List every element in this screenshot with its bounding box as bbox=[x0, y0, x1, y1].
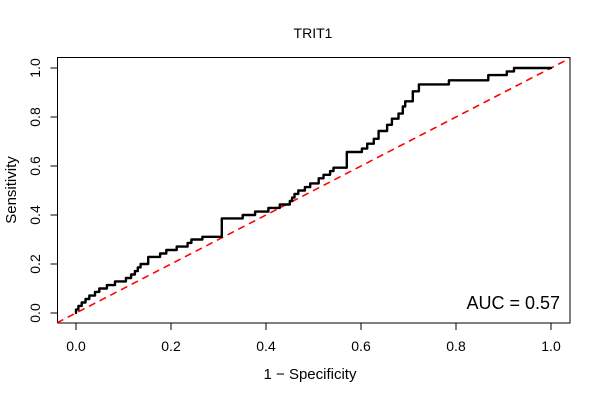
x-axis-label: 1 − Specificity bbox=[264, 366, 357, 383]
auc-annotation: AUC = 0.57 bbox=[466, 293, 560, 313]
x-tick-label: 0.2 bbox=[161, 338, 181, 354]
x-axis-ticks: 0.0 0.2 0.4 0.6 0.8 1.0 bbox=[66, 323, 561, 354]
x-tick-label: 0.8 bbox=[446, 338, 466, 354]
y-tick-label: 0.4 bbox=[27, 205, 43, 225]
x-tick-label: 0.6 bbox=[351, 338, 371, 354]
chance-diagonal-line bbox=[56, 57, 571, 324]
chart-title: TRIT1 bbox=[294, 25, 333, 41]
x-tick-label: 0.4 bbox=[256, 338, 276, 354]
y-axis-label: Sensitivity bbox=[3, 156, 20, 224]
x-tick-label: 0.0 bbox=[66, 338, 86, 354]
roc-curve bbox=[74, 66, 553, 315]
y-tick-label: 0.0 bbox=[27, 303, 43, 323]
plot-box bbox=[57, 57, 571, 324]
y-tick-label: 1.0 bbox=[27, 58, 43, 78]
x-tick-label: 1.0 bbox=[541, 338, 561, 354]
y-tick-label: 0.8 bbox=[27, 107, 43, 127]
y-axis-ticks: 0.0 0.2 0.4 0.6 0.8 1.0 bbox=[27, 58, 58, 323]
y-tick-label: 0.2 bbox=[27, 254, 43, 274]
y-tick-label: 0.6 bbox=[27, 156, 43, 176]
